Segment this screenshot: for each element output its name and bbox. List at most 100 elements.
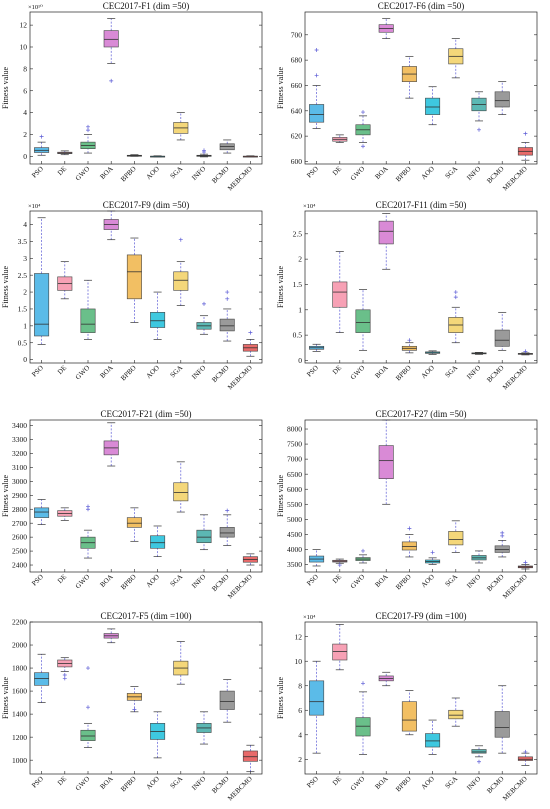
- x-tick-label: GWO: [349, 364, 366, 381]
- x-tick-label: AOO: [420, 573, 436, 589]
- chart-title: CEC2017-F9 (dim =50): [103, 200, 190, 210]
- y-tick-label: 1200: [12, 733, 27, 742]
- chart-panel-6: CEC2017-F27 (dim =50) Fitness value 3500 40…: [275, 408, 550, 602]
- chart-svg: CEC2017-F1 (dim =50) ×10¹⁰ Fitness value 0 2…: [1, 1, 263, 193]
- box-pso: [309, 549, 325, 567]
- box-mebcmo: [242, 744, 258, 773]
- x-tick-label: BPBO: [394, 165, 413, 184]
- box-body: [494, 91, 510, 108]
- box-aoo: [150, 291, 166, 340]
- box-body: [517, 756, 533, 761]
- x-tick-label: GWO: [349, 573, 366, 590]
- x-tick-label: SGA: [444, 165, 460, 181]
- chart-panel-1: CEC2017-F1 (dim =50) ×10¹⁰ Fitness value 0 2…: [0, 0, 275, 194]
- box-sga: [448, 520, 464, 553]
- outlier-point: [430, 550, 435, 555]
- y-tick-label: 3: [23, 254, 27, 263]
- x-tick-label: BOA: [374, 165, 390, 181]
- y-tick-label: 7500: [287, 440, 302, 449]
- x-tick-label: BPBO: [119, 775, 138, 794]
- box-bcmo: [219, 508, 235, 546]
- box-info: [471, 91, 487, 132]
- x-tick-label: MEBCMO: [501, 775, 529, 803]
- x-tick-label: AOO: [145, 573, 161, 589]
- y-tick-label: 1: [23, 321, 27, 330]
- box-sga: [173, 461, 189, 513]
- box-bcmo: [494, 685, 510, 754]
- box-info: [196, 514, 212, 551]
- y-exponent-label: ×10⁴: [303, 614, 316, 621]
- x-tick-label: MEBCMO: [501, 165, 529, 193]
- box-info: [471, 352, 487, 355]
- chart-title: CEC2017-F21 (dim =50): [100, 409, 191, 419]
- y-tick-label: 8: [23, 64, 27, 73]
- x-tick-label: INFO: [465, 364, 482, 381]
- chart-svg: CEC2017-F5 (dim =100) Fitness value 1000 12…: [1, 611, 263, 802]
- outlier-point: [523, 349, 528, 354]
- outlier-point: [314, 73, 319, 78]
- y-tick-label: 0: [23, 355, 27, 364]
- box-body: [309, 104, 325, 123]
- x-tick-label: BPBO: [119, 165, 138, 184]
- outlier-point: [202, 301, 206, 306]
- box-boa: [378, 17, 394, 39]
- outlier-point: [453, 290, 458, 295]
- box-de: [57, 657, 73, 681]
- x-tick-label: SGA: [444, 775, 460, 791]
- y-tick-label: 2000: [12, 641, 27, 650]
- plot-frame: [304, 621, 538, 775]
- box-aoo: [425, 86, 441, 126]
- x-tick-label: INFO: [190, 573, 207, 590]
- x-tick-label: SGA: [169, 165, 185, 181]
- x-tick-label: BCMO: [210, 573, 230, 593]
- x-tick-label: AOO: [420, 165, 436, 181]
- outlier-point: [477, 759, 481, 764]
- box-body: [332, 281, 348, 308]
- x-tick-label: MEBCMO: [226, 364, 254, 392]
- y-tick-label: 6500: [287, 470, 302, 479]
- x-tick-label: BOA: [374, 364, 390, 380]
- chart-title: CEC2017-F9 (dim =100): [375, 611, 466, 621]
- box-bpbo: [401, 526, 417, 558]
- y-axis-label: Fitness value: [1, 266, 10, 308]
- y-exponent-label: ×10⁴: [303, 203, 316, 210]
- box-aoo: [425, 550, 441, 565]
- x-tick-label: BPBO: [394, 364, 413, 383]
- y-tick-label: 1000: [12, 756, 27, 765]
- outlier-point: [62, 676, 67, 681]
- x-tick-label: MEBCMO: [226, 165, 254, 193]
- box-body: [494, 711, 510, 738]
- box-bcmo: [219, 679, 235, 723]
- box-pso: [34, 653, 50, 703]
- y-tick-label: 0: [23, 152, 27, 161]
- y-exponent-label: ×10¹⁰: [28, 4, 43, 11]
- box-info: [196, 301, 212, 335]
- box-body: [150, 312, 166, 328]
- x-tick-label: BCMO: [485, 775, 505, 795]
- outlier-point: [86, 504, 90, 509]
- y-exponent-label: ×10⁴: [28, 203, 41, 210]
- x-tick-label: MEBCMO: [501, 573, 529, 601]
- box-body: [448, 709, 464, 720]
- outlier-point: [361, 548, 365, 553]
- x-tick-label: AOO: [145, 775, 161, 791]
- box-mebcmo: [242, 553, 258, 566]
- box-body: [80, 729, 96, 741]
- box-bcmo: [494, 311, 510, 351]
- y-tick-label: 2600: [12, 533, 27, 542]
- box-sga: [448, 38, 464, 79]
- outlier-point: [314, 48, 319, 52]
- box-body: [425, 97, 441, 115]
- outlier-point: [523, 749, 528, 754]
- x-tick-label: BCMO: [210, 165, 230, 185]
- outlier-point: [39, 134, 44, 139]
- x-tick-label: BOA: [374, 775, 390, 791]
- box-gwo: [80, 279, 96, 340]
- chart-title: CEC2017-F1 (dim =50): [103, 1, 190, 11]
- chart-svg: CEC2017-F9 (dim =100) ×10⁴ Fitness value 2 4…: [276, 611, 538, 803]
- box-boa: [103, 210, 119, 241]
- outlier-point: [178, 237, 183, 242]
- box-sga: [173, 237, 189, 306]
- box-info: [196, 148, 212, 158]
- x-tick-label: MEBCMO: [226, 573, 254, 601]
